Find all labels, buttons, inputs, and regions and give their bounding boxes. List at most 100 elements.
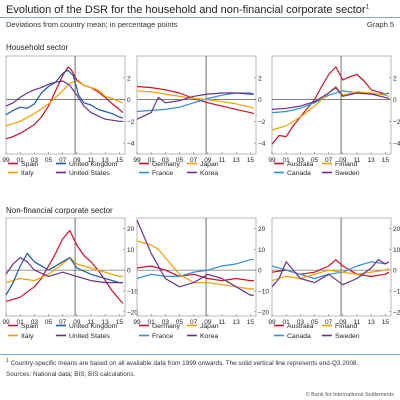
y-tick-label: −10 bbox=[258, 288, 269, 295]
y-tick-label: 20 bbox=[127, 226, 135, 233]
chart-title: Evolution of the DSR for the household a… bbox=[6, 4, 369, 16]
series-line-finland bbox=[271, 85, 390, 131]
graph-number: Graph 5 bbox=[366, 20, 394, 29]
x-tick-label: 11 bbox=[88, 319, 95, 326]
legend-label-italy: Italy bbox=[21, 333, 34, 340]
x-tick-label: 13 bbox=[368, 157, 376, 164]
x-tick-label: 01 bbox=[17, 157, 25, 164]
y-tick-label: 10 bbox=[393, 247, 400, 254]
legend-label-spain: Spain bbox=[21, 161, 39, 168]
panel-corporate-3: −20 −10 0 10 20 99 01 03 05 07 09 11 13 15 Australia Fi… bbox=[268, 217, 400, 340]
y-tick-label: −2 bbox=[393, 119, 400, 126]
x-tick-label: 07 bbox=[325, 319, 333, 326]
panel-frame bbox=[271, 217, 392, 317]
series-line-korea bbox=[136, 92, 254, 120]
y-tick-label: −4 bbox=[127, 141, 135, 148]
title-footnote-marker: 1 bbox=[365, 4, 369, 11]
x-tick-label: 99 bbox=[133, 157, 141, 164]
legend-label-canada: Canada bbox=[287, 333, 311, 340]
sources-note: Sources: National data; BIS; BIS calcula… bbox=[6, 371, 136, 378]
x-tick-label: 09 bbox=[204, 157, 212, 164]
x-tick-label: 03 bbox=[162, 319, 170, 326]
series-line-germany bbox=[136, 265, 254, 282]
legend-label-sweden: Sweden bbox=[335, 170, 360, 177]
title-rule bbox=[0, 17, 400, 18]
x-tick-label: 05 bbox=[311, 157, 319, 164]
x-tick-label: 11 bbox=[354, 157, 361, 164]
x-tick-label: 05 bbox=[45, 157, 53, 164]
legend-label-japan: Japan bbox=[200, 161, 219, 168]
legend-label-united-kingdom: United Kingdom bbox=[69, 323, 118, 330]
y-tick-label: −10 bbox=[127, 288, 138, 295]
y-tick-label: 10 bbox=[127, 247, 135, 254]
legend-label-france: France bbox=[152, 333, 173, 340]
x-tick-label: 15 bbox=[116, 157, 124, 164]
y-tick-label: −20 bbox=[393, 309, 400, 316]
series-line-united-kingdom bbox=[5, 69, 124, 119]
series-line-japan bbox=[136, 240, 254, 290]
x-tick-label: 05 bbox=[176, 319, 184, 326]
y-tick-label: 0 bbox=[258, 97, 262, 104]
series-line-united-kingdom bbox=[5, 252, 123, 296]
y-tick-label: −4 bbox=[393, 141, 400, 148]
x-tick-label: 01 bbox=[283, 157, 291, 164]
copyright: © Bank for International Settlements bbox=[305, 392, 394, 398]
legend-label-united-kingdom: United Kingdom bbox=[69, 161, 118, 168]
chart-subtitle: Deviations from country mean; in percent… bbox=[6, 20, 178, 29]
panel-household-1: −4 −2 0 2 99 01 03 05 07 09 11 13 15 Spain United King… bbox=[2, 55, 135, 177]
x-tick-label: 13 bbox=[368, 319, 376, 326]
panel-frame bbox=[5, 217, 126, 317]
panel-frame bbox=[271, 55, 392, 155]
x-tick-label: 11 bbox=[219, 157, 226, 164]
section-title-corporate: Non-financial corporate sector bbox=[6, 206, 113, 215]
x-tick-label: 13 bbox=[102, 319, 110, 326]
x-tick-label: 03 bbox=[31, 319, 39, 326]
x-tick-label: 11 bbox=[219, 319, 226, 326]
x-tick-label: 15 bbox=[247, 157, 255, 164]
series-line-sweden bbox=[271, 259, 390, 288]
series-line-sweden bbox=[271, 86, 390, 110]
series-line-korea bbox=[136, 219, 254, 296]
footnote-text: Country-specific means are based on all … bbox=[10, 360, 359, 368]
legend-label-australia: Australia bbox=[287, 323, 314, 330]
series-line-australia bbox=[271, 66, 390, 145]
panel-frame bbox=[136, 55, 257, 155]
y-tick-label: 20 bbox=[258, 226, 266, 233]
legend-label-france: France bbox=[152, 170, 173, 177]
x-tick-label: 03 bbox=[297, 157, 305, 164]
x-tick-label: 01 bbox=[148, 319, 156, 326]
panel-household-2: −4 −2 0 2 99 01 03 05 07 09 11 13 15 Germany Japan Fran… bbox=[133, 55, 266, 177]
footer-rule bbox=[0, 354, 400, 355]
x-tick-label: 99 bbox=[2, 319, 10, 326]
x-tick-label: 15 bbox=[247, 319, 255, 326]
x-tick-label: 09 bbox=[73, 319, 81, 326]
x-tick-label: 07 bbox=[325, 157, 333, 164]
y-tick-label: 2 bbox=[127, 75, 131, 82]
y-tick-label: −4 bbox=[258, 141, 266, 148]
y-tick-label: 0 bbox=[127, 97, 131, 104]
legend-label-korea: Korea bbox=[200, 333, 218, 340]
x-tick-label: 09 bbox=[339, 157, 347, 164]
x-tick-label: 01 bbox=[148, 157, 156, 164]
legend-label-korea: Korea bbox=[200, 170, 218, 177]
footnote-marker: 1 bbox=[6, 358, 9, 364]
legend-label-united-states: United States bbox=[69, 170, 110, 177]
legend-label-germany: Germany bbox=[152, 323, 181, 330]
x-tick-label: 13 bbox=[102, 157, 110, 164]
x-tick-label: 07 bbox=[190, 157, 198, 164]
x-tick-label: 99 bbox=[268, 319, 276, 326]
chart-title-text: Evolution of the DSR for the household a… bbox=[6, 4, 366, 16]
y-tick-label: −2 bbox=[127, 119, 135, 126]
series-line-japan bbox=[136, 90, 255, 109]
x-tick-label: 03 bbox=[162, 157, 170, 164]
legend-label-japan: Japan bbox=[200, 323, 219, 330]
x-tick-label: 05 bbox=[176, 157, 184, 164]
series-line-spain bbox=[5, 66, 124, 140]
series-line-canada bbox=[271, 261, 390, 280]
y-tick-label: 20 bbox=[393, 226, 400, 233]
series-line-italy bbox=[5, 80, 124, 127]
y-tick-label: −2 bbox=[258, 119, 266, 126]
legend-label-australia: Australia bbox=[287, 161, 314, 168]
y-tick-label: 2 bbox=[258, 75, 262, 82]
